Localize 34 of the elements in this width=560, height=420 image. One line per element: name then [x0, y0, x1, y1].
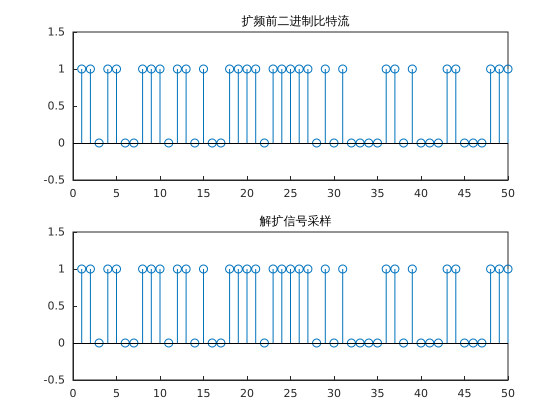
- x-tick-label: 0: [70, 387, 76, 400]
- y-tick-label: 1.5: [48, 26, 65, 38]
- y-tick-label: -0.5: [44, 374, 65, 386]
- x-tick-label: 20: [240, 387, 254, 400]
- x-tick-label: 35: [370, 387, 384, 400]
- y-tick-label: 0.5: [48, 100, 65, 112]
- x-tick-label: 20: [240, 187, 254, 200]
- x-tick-label: 15: [196, 187, 210, 200]
- y-tick-label: 1: [58, 62, 65, 76]
- y-tick-label: 1.5: [48, 226, 65, 238]
- chart-title: 解扩信号采样: [260, 214, 332, 228]
- chart-title: 扩频前二进制比特流: [242, 14, 350, 28]
- x-tick-label: 25: [284, 187, 298, 200]
- x-tick-label: 5: [113, 187, 120, 200]
- y-tick-label: 0.5: [48, 300, 65, 312]
- x-tick-label: 35: [370, 187, 384, 200]
- x-tick-label: 30: [327, 387, 341, 400]
- x-tick-label: 40: [414, 187, 428, 200]
- x-tick-label: 10: [153, 187, 167, 200]
- x-tick-label: 50: [501, 387, 515, 400]
- x-tick-label: 0: [70, 187, 76, 200]
- y-tick-label: 0: [58, 136, 65, 150]
- x-tick-label: 25: [284, 387, 298, 400]
- y-tick-label: -0.5: [44, 174, 65, 186]
- y-tick-label: 0: [58, 336, 65, 350]
- x-tick-label: 10: [153, 387, 167, 400]
- x-tick-label: 45: [458, 187, 472, 200]
- y-tick-label: 1: [58, 262, 65, 276]
- x-tick-label: 40: [414, 387, 428, 400]
- x-tick-label: 30: [327, 187, 341, 200]
- x-tick-label: 50: [501, 187, 515, 200]
- x-tick-label: 15: [196, 387, 210, 400]
- x-tick-label: 45: [458, 387, 472, 400]
- x-tick-label: 5: [113, 387, 120, 400]
